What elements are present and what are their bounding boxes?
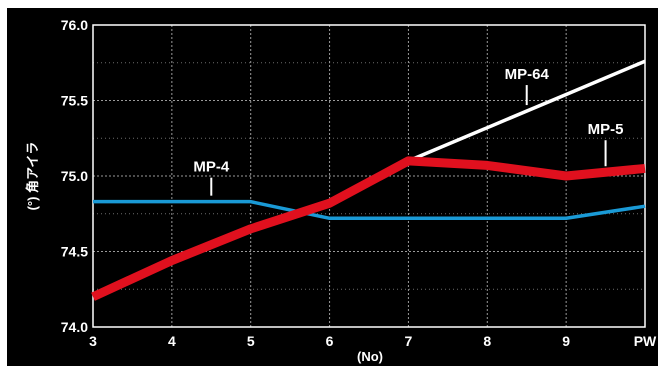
series-line-mp-64 <box>407 59 646 163</box>
x-axis-label: (No) <box>357 349 383 364</box>
x-tick-label: 6 <box>326 333 334 349</box>
series-line-mp-5 <box>91 156 646 301</box>
labels-layer: MP-4 MP-64 MP-5 <box>193 66 623 196</box>
x-tick-label: 4 <box>168 333 176 349</box>
chart-background <box>7 8 658 366</box>
x-tick-label: 7 <box>405 333 413 349</box>
x-tick-label: 8 <box>483 333 491 349</box>
x-tick-label: 3 <box>89 333 97 349</box>
series-line-mp-4 <box>93 199 646 221</box>
x-tick-label: PW <box>634 333 657 349</box>
series-label-mp-64: MP-64 <box>505 66 550 83</box>
y-tick-label: 75.5 <box>61 93 88 109</box>
x-tick-label: 9 <box>562 333 570 349</box>
y-tick-label: 74.0 <box>61 319 88 335</box>
plot-frame <box>92 24 646 328</box>
x-tick-label: 5 <box>247 333 255 349</box>
y-tick-label: 75.0 <box>61 168 88 184</box>
series-layer <box>91 59 646 301</box>
x-tick-labels: 3 4 5 6 7 8 9 PW <box>89 333 657 349</box>
y-tick-labels: 74.0 74.5 75.0 75.5 76.0 <box>61 17 88 335</box>
y-tick-label: 76.0 <box>61 17 88 33</box>
series-label-mp-4: MP-4 <box>193 159 229 176</box>
series-label-mp-5: MP-5 <box>588 121 624 138</box>
y-tick-label: 74.5 <box>61 244 88 260</box>
y-axis-label: (°) 角アイラ <box>25 142 40 211</box>
